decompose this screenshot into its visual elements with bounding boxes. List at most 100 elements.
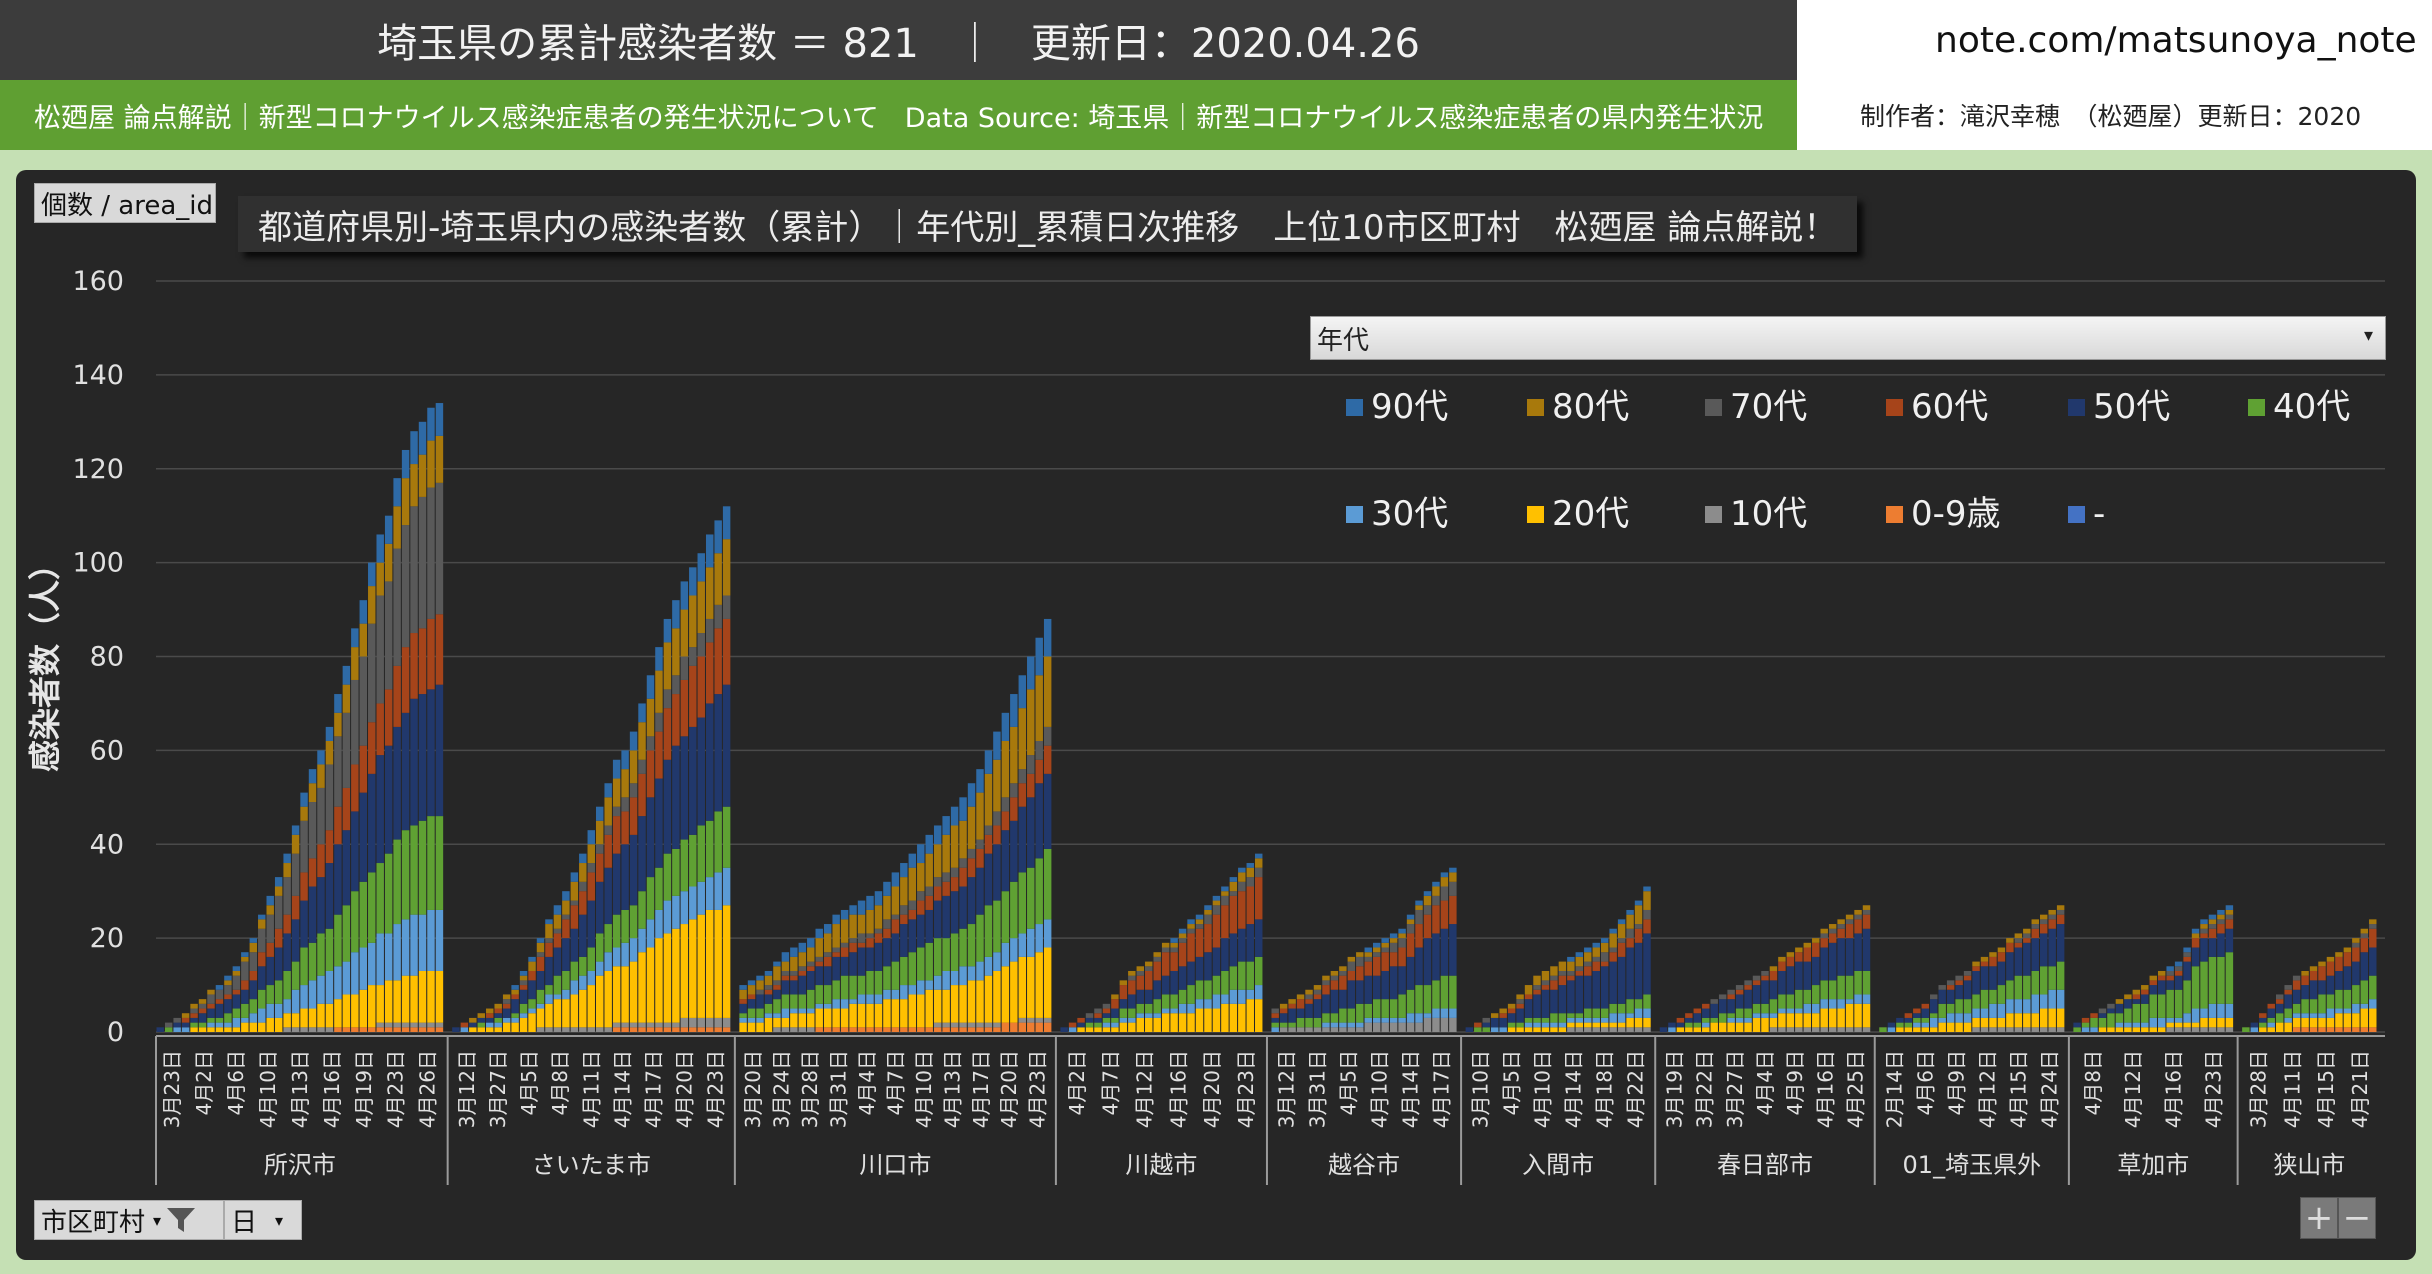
bar-segment [351, 952, 359, 995]
bar-segment [1980, 989, 1989, 1009]
bar-segment [2166, 970, 2174, 976]
bar-segment [917, 914, 925, 948]
value-field-button[interactable]: 個数 / area_id [34, 183, 216, 223]
bar-segment [655, 778, 663, 868]
bar-segment [274, 980, 283, 1004]
bar-segment [1119, 1022, 1128, 1032]
bar-segment [764, 1003, 773, 1014]
bar-segment [207, 1008, 215, 1018]
bar-segment [925, 886, 933, 896]
bar-segment [1449, 1017, 1457, 1032]
bar-segment [325, 764, 334, 831]
bar-segment [976, 769, 984, 793]
row-field-day-button[interactable]: 日 ▾ [224, 1200, 302, 1240]
bar-segment [477, 1013, 485, 1018]
bar-segment [2141, 1022, 2149, 1028]
bar-segment [2369, 919, 2377, 925]
bar-segment [1085, 1017, 1094, 1023]
bar-segment [874, 994, 883, 1004]
bar-segment [376, 933, 384, 986]
bar-segment [342, 994, 351, 1028]
bar-segment [2048, 914, 2056, 920]
bar-segment [2267, 1027, 2275, 1032]
bar-segment [612, 947, 621, 967]
bar-segment [2259, 1013, 2267, 1018]
bar-segment [612, 806, 621, 817]
bar-segment [1187, 924, 1195, 929]
zoom-out-button[interactable]: − [2338, 1197, 2376, 1239]
bar-segment [1913, 1008, 1921, 1014]
bar-segment [1102, 1008, 1111, 1014]
site-url[interactable]: note.com/matsunoya_note [1797, 0, 2432, 80]
bar-segment [2343, 947, 2352, 953]
bar-segment [2115, 1013, 2124, 1023]
bar-segment [790, 975, 798, 981]
bar-segment [258, 952, 266, 967]
bar-segment [2217, 914, 2225, 920]
x-tick-label: 3月28日 [2247, 1050, 2271, 1128]
bar-segment [1575, 970, 1584, 976]
bar-segment [1398, 947, 1406, 967]
bar-segment [1018, 783, 1027, 807]
bar-segment [1558, 1013, 1567, 1023]
bar-segment [1229, 881, 1238, 892]
bar-segment [1330, 1022, 1339, 1028]
bar-segment [1364, 947, 1372, 953]
source-right: Data Source: 埼玉県｜新型コロナウイルス感染症患者の県内発生状況 [904, 102, 1764, 134]
bar-segment [1744, 1017, 1752, 1023]
bar-segment [950, 867, 959, 878]
bar-segment [486, 1008, 494, 1014]
bar-segment [2023, 933, 2031, 939]
bar-segment [266, 942, 274, 957]
bar-segment [891, 933, 900, 962]
bar-segment [1955, 1013, 1963, 1023]
bar-segment [2200, 928, 2208, 934]
bar-segment [705, 1027, 714, 1032]
x-tick-label: 4月7日 [1099, 1050, 1123, 1115]
bar-segment [1221, 886, 1229, 892]
bar-segment [950, 985, 959, 1023]
bar-segment [2318, 1017, 2326, 1028]
bar-segment [984, 956, 993, 976]
bar-segment [2284, 1022, 2292, 1032]
bar-segment [638, 1022, 646, 1028]
bar-segment [689, 647, 697, 666]
bar-segment [2098, 1013, 2107, 1018]
bar-segment [587, 844, 595, 864]
bar-segment [2098, 1017, 2107, 1028]
bar-segment [1111, 999, 1119, 1009]
bar-segment [2292, 1017, 2301, 1028]
zoom-in-button[interactable]: + [2300, 1197, 2338, 1239]
legend-field-dropdown[interactable]: 年代 ▾ [1310, 316, 2386, 360]
bar-segment [528, 961, 536, 971]
bar-segment [1837, 1027, 1845, 1032]
bar-segment [283, 863, 291, 878]
bar-segment [1507, 1003, 1516, 1009]
bar-segment [1449, 867, 1457, 873]
bar-segment [545, 956, 553, 986]
bar-segment [2225, 1027, 2234, 1032]
bar-segment [300, 1008, 308, 1028]
bar-segment [1204, 924, 1212, 953]
bar-segment [1854, 919, 1862, 934]
bar-segment [967, 848, 976, 859]
row-field-city-button[interactable]: 市区町村 ▾ [34, 1200, 224, 1240]
bar-segment [2352, 942, 2360, 948]
bar-segment [1854, 914, 1862, 920]
bar-segment [933, 900, 942, 939]
bar-segment [553, 914, 562, 929]
bar-segment [1609, 1013, 1617, 1023]
bar-segment [258, 966, 266, 990]
bar-segment [874, 891, 883, 906]
bar-segment [790, 994, 798, 1009]
bar-segment [832, 914, 840, 925]
x-tick-label: 4月14日 [1399, 1050, 1423, 1128]
bar-segment [1001, 942, 1010, 967]
bar-segment [156, 1027, 164, 1032]
bar-segment [781, 975, 790, 981]
bar-segment [1786, 952, 1795, 957]
bar-segment [976, 839, 984, 849]
bar-segment [2225, 928, 2234, 953]
bar-segment [1482, 1017, 1490, 1023]
bar-segment [638, 759, 646, 774]
